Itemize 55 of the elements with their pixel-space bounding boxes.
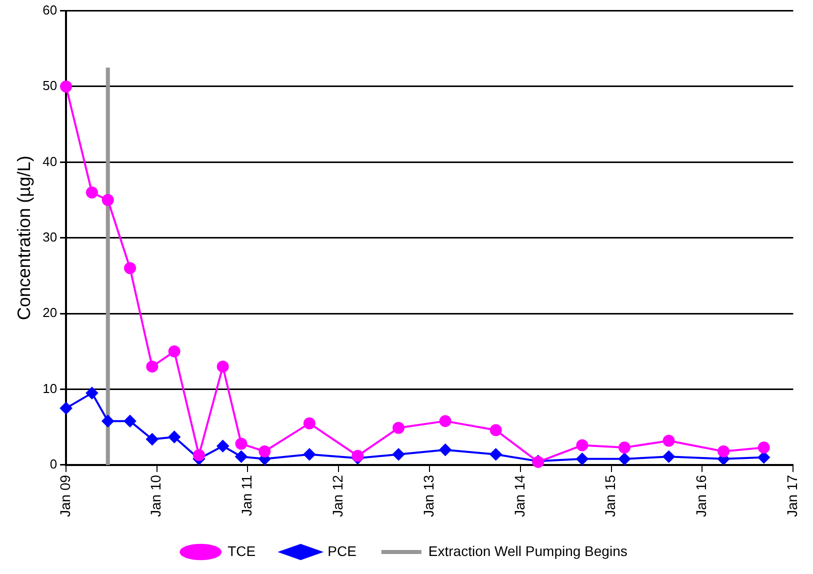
point — [60, 80, 72, 92]
x-tick-label: Jan 14 — [511, 474, 528, 518]
x-tick-label: Jan 16 — [692, 474, 709, 518]
y-tick-label: 40 — [42, 154, 58, 169]
point — [490, 448, 502, 460]
point — [439, 415, 452, 428]
x-tick-label: Jan 17 — [784, 474, 800, 518]
point — [258, 445, 271, 458]
point — [662, 434, 675, 447]
y-tick-label: 30 — [42, 229, 58, 244]
y-tick-label: 60 — [42, 2, 58, 18]
point — [124, 415, 136, 428]
point — [618, 452, 630, 465]
point — [303, 448, 316, 460]
y-axis-title: Concentration (µg/L) — [14, 156, 34, 320]
x-tick-label: Jan 12 — [329, 474, 346, 518]
point — [216, 360, 229, 373]
point — [168, 345, 180, 358]
point — [146, 360, 158, 373]
point — [146, 433, 158, 446]
point — [352, 450, 364, 462]
point — [303, 417, 316, 430]
point — [576, 439, 588, 452]
y-tick-label: 0 — [50, 456, 58, 472]
point — [618, 442, 630, 454]
x-tick-label: Jan 11 — [238, 474, 255, 516]
point — [576, 452, 588, 465]
point — [86, 387, 98, 400]
legend-label: PCE — [328, 542, 356, 559]
point — [102, 415, 114, 428]
point — [718, 445, 730, 458]
point — [192, 449, 205, 462]
point — [235, 438, 248, 450]
x-tick-label: Jan 13 — [420, 474, 436, 518]
point — [392, 448, 405, 460]
x-tick-label: Jan 09 — [56, 474, 73, 518]
legend-label: TCE — [228, 542, 256, 559]
point — [86, 186, 98, 198]
point — [216, 440, 229, 452]
x-tick-label: Jan 10 — [148, 474, 164, 518]
point — [490, 424, 502, 436]
legend-label: Extraction Well Pumping Begins — [428, 542, 628, 559]
point — [392, 422, 405, 434]
point — [758, 442, 770, 454]
x-tick-label: Jan 15 — [602, 474, 618, 518]
point — [60, 402, 72, 414]
y-tick-label: 20 — [42, 305, 58, 320]
point — [439, 444, 452, 456]
y-tick-label: 10 — [42, 380, 58, 396]
point — [102, 194, 114, 206]
point — [124, 262, 136, 274]
y-tick-label: 50 — [42, 78, 58, 94]
point — [168, 430, 180, 443]
point — [235, 450, 248, 463]
point — [662, 450, 675, 463]
